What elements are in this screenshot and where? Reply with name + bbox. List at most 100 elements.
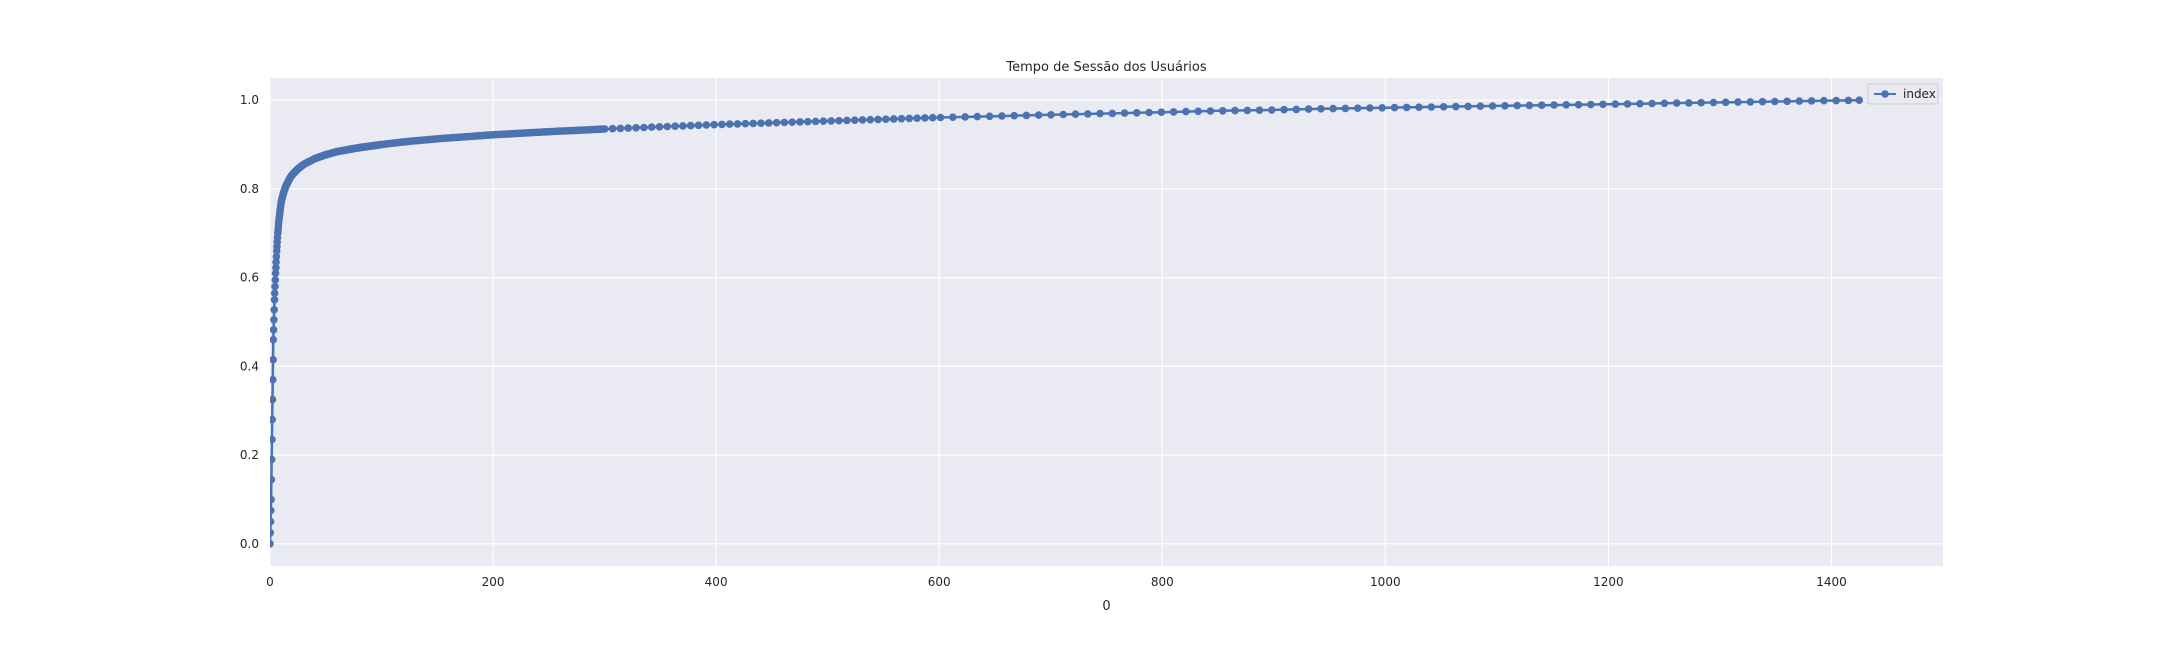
data-point xyxy=(702,121,711,129)
x-tick-label: 600 xyxy=(928,575,951,589)
y-tick-label: 0.4 xyxy=(240,359,259,373)
data-point xyxy=(270,316,278,324)
data-point xyxy=(1280,105,1288,114)
data-point xyxy=(1108,109,1117,118)
data-point xyxy=(270,540,274,548)
data-point xyxy=(757,119,765,127)
data-point xyxy=(632,124,640,132)
data-point xyxy=(1402,103,1411,112)
data-point xyxy=(1452,102,1460,111)
data-point xyxy=(1807,97,1816,105)
data-point xyxy=(1537,101,1546,109)
data-point xyxy=(858,116,867,124)
data-point xyxy=(270,326,278,334)
data-point xyxy=(1709,98,1718,107)
data-point xyxy=(1660,99,1669,108)
data-point xyxy=(1820,96,1828,105)
data-point xyxy=(1697,98,1705,107)
data-point xyxy=(1133,109,1141,117)
data-point xyxy=(1844,96,1853,105)
data-point xyxy=(1353,104,1362,112)
data-point xyxy=(270,506,275,515)
data-point xyxy=(1427,103,1436,111)
data-point xyxy=(272,258,280,266)
data-point xyxy=(663,122,672,131)
data-point xyxy=(1292,105,1301,114)
x-tick-label: 1000 xyxy=(1370,575,1401,589)
data-point xyxy=(913,114,921,122)
data-point xyxy=(1439,103,1448,111)
data-point xyxy=(1513,101,1521,110)
data-point xyxy=(616,124,625,133)
data-point xyxy=(679,122,687,130)
plot-area xyxy=(270,78,1943,566)
data-point xyxy=(1855,96,1864,104)
data-point xyxy=(949,113,957,121)
x-axis-label: 0 xyxy=(1102,599,1110,614)
data-point xyxy=(1623,100,1632,108)
data-point xyxy=(1169,108,1178,116)
x-tick-label: 200 xyxy=(482,575,505,589)
data-point xyxy=(1255,106,1264,114)
legend: index xyxy=(1867,83,1939,105)
data-point xyxy=(819,117,828,125)
data-point xyxy=(936,113,945,122)
data-point xyxy=(1525,101,1534,110)
data-point xyxy=(1010,111,1018,120)
x-tick-label: 400 xyxy=(705,575,728,589)
data-point xyxy=(1231,106,1239,115)
data-point xyxy=(741,119,750,128)
data-point xyxy=(973,112,982,121)
data-point xyxy=(897,114,906,123)
legend-box xyxy=(1867,83,1939,105)
data-point xyxy=(1587,100,1595,109)
data-point xyxy=(811,117,820,126)
data-point xyxy=(1084,110,1092,118)
data-point xyxy=(780,118,789,127)
data-point xyxy=(271,276,280,284)
data-point xyxy=(601,125,609,133)
data-point xyxy=(671,122,679,130)
data-point xyxy=(710,120,718,129)
data-point xyxy=(271,269,280,278)
data-point xyxy=(270,335,278,344)
data-point xyxy=(928,113,937,122)
data-point xyxy=(1795,97,1804,105)
data-point xyxy=(882,115,890,123)
x-tick-label: 1200 xyxy=(1593,575,1624,589)
data-point xyxy=(1771,97,1779,106)
chart-title: Tempo de Sessão dos Usuários xyxy=(1005,60,1206,75)
data-point xyxy=(1341,104,1350,113)
data-point xyxy=(270,435,276,444)
data-point xyxy=(686,121,695,130)
data-point xyxy=(788,118,796,126)
data-point xyxy=(1758,97,1767,106)
data-point xyxy=(624,124,632,132)
data-point xyxy=(271,282,279,291)
data-point xyxy=(850,116,859,124)
data-point xyxy=(1636,99,1644,108)
data-point xyxy=(1206,107,1215,115)
data-point xyxy=(270,495,275,504)
y-tick-label: 0.8 xyxy=(240,182,259,196)
data-point xyxy=(1366,104,1374,112)
data-point xyxy=(647,123,656,131)
data-point xyxy=(985,112,994,121)
data-point xyxy=(749,119,757,128)
data-point xyxy=(835,116,843,125)
data-point xyxy=(1648,99,1656,108)
data-point xyxy=(1071,110,1080,118)
data-point xyxy=(874,115,882,124)
data-point xyxy=(1317,105,1325,113)
data-point xyxy=(1268,106,1276,114)
data-point xyxy=(921,114,929,122)
data-point xyxy=(1685,99,1693,107)
x-tick-label: 1400 xyxy=(1816,575,1847,589)
data-point xyxy=(1194,107,1202,116)
data-point xyxy=(1611,100,1620,108)
data-point xyxy=(694,121,703,130)
data-point xyxy=(827,117,835,125)
data-point xyxy=(1832,96,1840,105)
data-point xyxy=(1243,106,1252,115)
